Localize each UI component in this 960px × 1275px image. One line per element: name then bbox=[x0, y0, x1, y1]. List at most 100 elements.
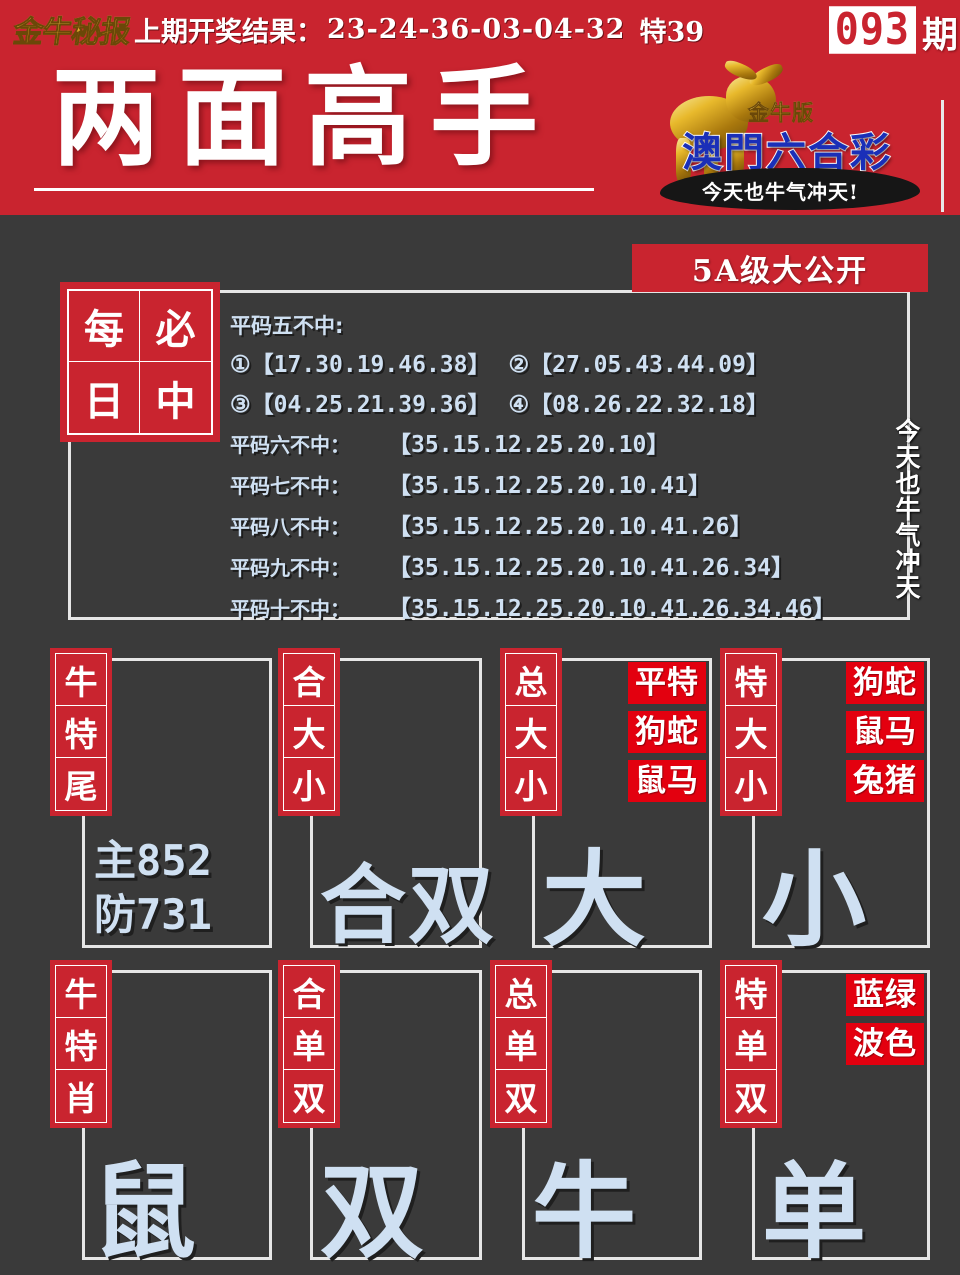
card-chip: 波色 bbox=[846, 1023, 924, 1065]
card-chip: 狗蛇 bbox=[628, 711, 706, 753]
card-tag-char: 单 bbox=[496, 1018, 546, 1070]
title-underline bbox=[34, 188, 594, 191]
brand-logo: 金牛秘报 bbox=[11, 7, 133, 51]
card-chip-list: 蓝绿 波色 bbox=[846, 974, 924, 1065]
brand-edition-label: 金牛版 bbox=[748, 97, 814, 127]
card-tag-char: 牛 bbox=[56, 966, 106, 1018]
prediction-card-grid: 牛 特 尾 主852 防731 合 大 小 合双 总 大 小 bbox=[50, 648, 930, 1264]
five-miss-row: ③【04.25.21.39.36】 ④【08.26.22.32.18】 bbox=[230, 385, 910, 419]
card-chip: 鼠马 bbox=[846, 711, 924, 753]
card-tag: 合 单 双 bbox=[278, 960, 340, 1128]
period-number: 093 bbox=[828, 6, 916, 54]
card-tag-char: 小 bbox=[292, 767, 326, 806]
card-answer: 双 bbox=[320, 1150, 425, 1273]
card-tag: 总 大 小 bbox=[500, 648, 562, 816]
forecast-line: 平码九不中： 【35.15.12.25.20.10.41.26.34】 bbox=[230, 548, 910, 582]
card-tag-char: 双 bbox=[734, 1079, 768, 1118]
card-he-dan-shuang[interactable]: 合 单 双 双 bbox=[278, 960, 482, 1264]
card-chip-list: 狗蛇 鼠马 兔猪 bbox=[846, 662, 924, 802]
card-tag-char: 单 bbox=[284, 1018, 334, 1070]
card-zong-da-xiao[interactable]: 总 大 小 平特 狗蛇 鼠马 大 bbox=[500, 648, 712, 952]
card-answer-line: 主852 bbox=[94, 836, 212, 885]
card-chip: 鼠马 bbox=[628, 760, 706, 802]
forecast-line: 平码十不中： 【35.15.12.25.20.10.41.26.34.46】 bbox=[230, 589, 910, 623]
card-tag-char: 小 bbox=[734, 767, 768, 806]
forecast-line: 平码六不中： 【35.15.12.25.20.10】 bbox=[230, 425, 910, 459]
last-draw-label: 上期开奖结果： bbox=[134, 16, 323, 48]
card-tag-char: 总 bbox=[496, 966, 546, 1018]
ink-brush-decoration bbox=[660, 168, 920, 210]
card-tag-inner: 合 大 小 bbox=[283, 653, 335, 811]
card-answer: 单 bbox=[762, 1150, 867, 1273]
last-draw-numbers: 23-24-36-03-04-32 bbox=[327, 13, 626, 45]
grade-banner: 5A级大公开 bbox=[632, 244, 928, 292]
card-tag-char: 总 bbox=[506, 654, 556, 706]
card-tag-inner: 牛 特 尾 bbox=[55, 653, 107, 811]
card-chip: 平特 bbox=[628, 662, 706, 704]
forecast-line-label: 平码八不中： bbox=[230, 515, 350, 539]
card-tag-char: 合 bbox=[284, 654, 334, 706]
card-tag-char: 尾 bbox=[64, 767, 98, 806]
five-miss-row: ①【17.30.19.46.38】 ②【27.05.43.44.09】 bbox=[230, 345, 910, 379]
card-answer-lines: 主852 防731 bbox=[94, 834, 212, 942]
brand-slogan: 今天也牛气冲天! bbox=[702, 180, 859, 204]
card-tag-inner: 总 大 小 bbox=[505, 653, 557, 811]
card-answer: 合双 bbox=[320, 855, 496, 956]
card-tag-char: 特 bbox=[56, 1018, 106, 1070]
five-miss-group-3: ③【04.25.21.39.36】 bbox=[230, 392, 491, 418]
card-tag: 总 单 双 bbox=[490, 960, 552, 1128]
card-tag-char: 大 bbox=[284, 706, 334, 758]
card-tag-char: 肖 bbox=[64, 1079, 98, 1118]
forecast-line-value: 【35.15.12.25.20.10】 bbox=[388, 432, 670, 458]
card-niu-te-xiao[interactable]: 牛 特 肖 鼠 bbox=[50, 960, 272, 1264]
forecast-line-label: 平码十不中： bbox=[230, 597, 350, 621]
forecast-line-label: 平码七不中： bbox=[230, 474, 350, 498]
card-he-da-xiao[interactable]: 合 大 小 合双 bbox=[278, 648, 494, 952]
five-miss-heading: 平码五不中: bbox=[230, 314, 344, 338]
card-tag-inner: 特 单 双 bbox=[725, 965, 777, 1123]
card-answer: 牛 bbox=[532, 1150, 637, 1273]
period-suffix: 期 bbox=[921, 14, 958, 56]
card-tag-char: 特 bbox=[726, 966, 776, 1018]
forecast-text-block: 平码五不中: ①【17.30.19.46.38】 ②【27.05.43.44.0… bbox=[230, 310, 910, 630]
seal-char: 中 bbox=[155, 377, 196, 425]
five-miss-group-2: ②【27.05.43.44.09】 bbox=[508, 352, 770, 378]
forecast-line-value: 【35.15.12.25.20.10.41】 bbox=[388, 473, 711, 499]
seal-char: 必 bbox=[140, 291, 211, 362]
card-chip: 狗蛇 bbox=[846, 662, 924, 704]
forecast-line-label: 平码六不中： bbox=[230, 433, 350, 457]
card-tag-char: 大 bbox=[506, 706, 556, 758]
special-number: 特39 bbox=[639, 16, 705, 48]
header-result-bar: 金牛秘报 上期开奖结果： 23-24-36-03-04-32 特39 bbox=[0, 0, 960, 58]
card-tag: 牛 特 尾 bbox=[50, 648, 112, 816]
card-niu-te-wei[interactable]: 牛 特 尾 主852 防731 bbox=[50, 648, 272, 948]
card-chip: 兔猪 bbox=[846, 760, 924, 802]
card-tag-inner: 特 大 小 bbox=[725, 653, 777, 811]
page-header: 金牛秘报 上期开奖结果： 23-24-36-03-04-32 特39 093 期… bbox=[0, 0, 960, 215]
five-miss-group-4: ④【08.26.22.32.18】 bbox=[508, 392, 770, 418]
card-tag-inner: 总 单 双 bbox=[495, 965, 547, 1123]
card-answer: 大 bbox=[542, 838, 647, 961]
card-tag: 合 大 小 bbox=[278, 648, 340, 816]
card-tag-char: 大 bbox=[726, 706, 776, 758]
card-tag-char: 合 bbox=[284, 966, 334, 1018]
card-answer: 小 bbox=[762, 838, 867, 961]
card-tag-char: 单 bbox=[726, 1018, 776, 1070]
card-tag-char: 双 bbox=[504, 1079, 538, 1118]
card-tag-char: 双 bbox=[292, 1079, 326, 1118]
card-te-dan-shuang[interactable]: 特 单 双 蓝绿 波色 单 bbox=[720, 960, 930, 1264]
card-tag: 牛 特 肖 bbox=[50, 960, 112, 1128]
card-tag-char: 牛 bbox=[56, 654, 106, 706]
card-tag-char: 特 bbox=[56, 706, 106, 758]
card-tag-char: 特 bbox=[726, 654, 776, 706]
card-tag-inner: 牛 特 肖 bbox=[55, 965, 107, 1123]
card-zong-dan-shuang[interactable]: 总 单 双 牛 bbox=[490, 960, 702, 1264]
seal-char: 每 bbox=[69, 291, 140, 362]
seal-grid: 每 必 日 中 bbox=[67, 289, 213, 435]
card-tag: 特 大 小 bbox=[720, 648, 782, 816]
card-te-da-xiao[interactable]: 特 大 小 狗蛇 鼠马 兔猪 小 bbox=[720, 648, 930, 952]
vertical-slogan: 今天也牛气冲天 bbox=[892, 418, 921, 600]
forecast-line-value: 【35.15.12.25.20.10.41.26.34】 bbox=[388, 555, 795, 581]
forecast-line-value: 【35.15.12.25.20.10.41.26】 bbox=[388, 514, 753, 540]
golden-bull-icon bbox=[652, 58, 792, 187]
